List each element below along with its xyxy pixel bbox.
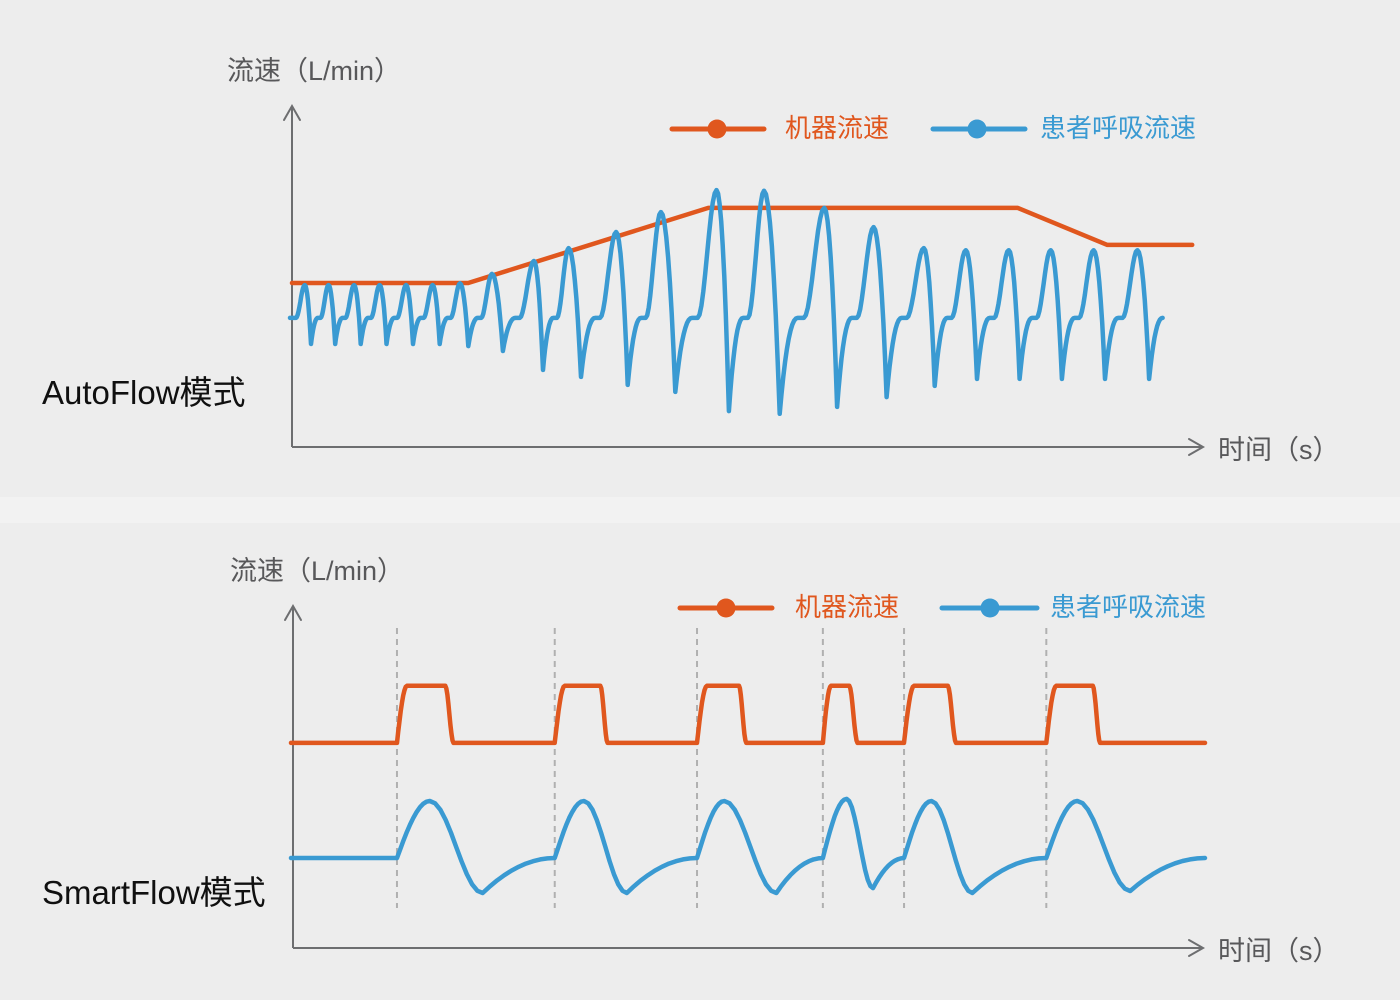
autoflow-legend-machine-label: 机器流速	[785, 113, 890, 143]
autoflow-y-axis-label: 流速（L/min）	[227, 56, 402, 86]
autoflow-legend-patient-label: 患者呼吸流速	[1040, 113, 1197, 143]
smartflow-legend-patient-label: 患者呼吸流速	[1050, 592, 1207, 622]
autoflow-x-axis-label: 时间（s）	[1218, 435, 1340, 465]
autoflow-mode-title: AutoFlow模式	[42, 374, 246, 411]
smartflow-mode-title: SmartFlow模式	[42, 874, 266, 911]
smartflow-chart	[284, 598, 1208, 957]
panel-seam	[0, 497, 1400, 523]
smartflow-y-axis-label: 流速（L/min）	[230, 556, 405, 586]
smartflow-x-axis-label: 时间（s）	[1218, 936, 1340, 966]
autoflow-chart	[283, 103, 1206, 456]
smartflow-legend-machine-label: 机器流速	[795, 592, 900, 622]
